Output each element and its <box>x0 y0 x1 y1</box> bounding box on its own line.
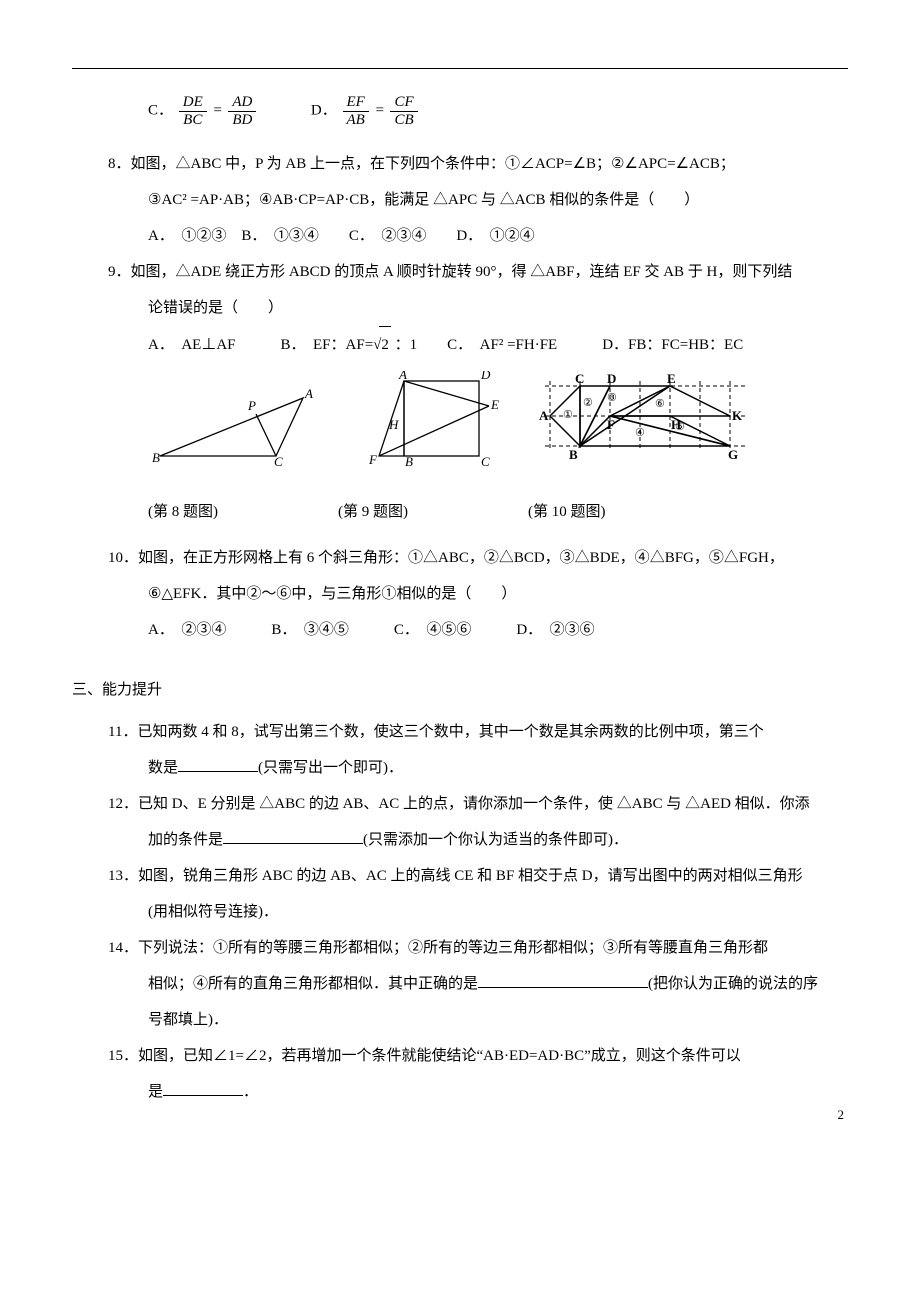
q11-2b: (只需写出一个即可)． <box>258 760 403 776</box>
q12-line1: 12．已知 D、E 分别是 △ABC 的边 AB、AC 上的点，请你添加一个条件… <box>108 786 860 822</box>
q14-2a: 相似；④所有的直角三角形都相似．其中正确的是 <box>148 976 478 992</box>
figure-q9: A D E C B F H <box>349 371 499 466</box>
fig8-C: C <box>274 454 283 466</box>
fig9-C: C <box>481 454 490 466</box>
q14-line3: 号都填上)． <box>148 1002 860 1038</box>
q12-blank <box>223 828 363 844</box>
figure-row: A B C P A D E C B F H <box>148 371 860 466</box>
sqrt2: 2 <box>379 326 391 363</box>
q12-2b: (只需添加一个你认为适当的条件即可)． <box>363 832 628 848</box>
q13-line2: (用相似符号连接)． <box>148 894 860 930</box>
q11-line1: 11．已知两数 4 和 8，试写出第三个数，使这三个数中，其中一个数是其余两数的… <box>108 714 860 750</box>
fig10-G: G <box>728 447 738 462</box>
fig8-P: P <box>247 398 256 413</box>
q10-options: A． ②③④ B． ③④⑤ C． ④⑤⑥ D． ②③⑥ <box>148 612 860 648</box>
q13-line1: 13．如图，锐角三角形 ABC 的边 AB、AC 上的高线 CE 和 BF 相交… <box>108 858 860 894</box>
figure-q10: A B C D E F G H K ① ② ③ ④ ⑤ ⑥ <box>535 371 755 466</box>
page-content: C． DE BC = AD BD D． EF AB = CF CB 8．如图，△… <box>60 70 860 1110</box>
q15-2b: ． <box>243 1084 258 1100</box>
q8-options: A． ①②③ B． ①③④ C． ②③④ D． ①②④ <box>148 218 860 254</box>
q15-2a: 是 <box>148 1084 163 1100</box>
fig10-K: K <box>732 408 743 423</box>
q9-line1: 9．如图，△ADE 绕正方形 ABCD 的顶点 A 顺时针旋转 90°，得 △A… <box>108 254 860 290</box>
fig9-F: F <box>368 452 378 466</box>
q7-d-frac2: CF CB <box>390 94 417 128</box>
q7-d-label: D． <box>311 102 337 118</box>
q11-2a: 数是 <box>148 760 178 776</box>
page-top-rule <box>72 68 848 69</box>
fig8-B: B <box>152 450 160 465</box>
figure-q8: A B C P <box>148 386 313 466</box>
fig10-n1: ① <box>563 409 573 421</box>
fig10-C: C <box>575 371 584 386</box>
fig9-caption: (第 9 题图) <box>338 494 408 530</box>
q9-opts-post: ：1 C． AF² =FH·FE D．FB：FC=HB：EC <box>391 337 743 353</box>
q8-line1: 8．如图，△ABC 中，P 为 AB 上一点，在下列四个条件中：①∠ACP=∠B… <box>108 146 860 182</box>
q7-d-frac1: EF AB <box>343 94 369 128</box>
q8-line2: ③AC² =AP·AB；④AB·CP=AP·CB，能满足 △APC 与 △ACB… <box>148 182 860 218</box>
q11-line2: 数是 (只需写出一个即可)． <box>148 750 860 786</box>
q15-line1: 15．如图，已知∠1=∠2，若再增加一个条件就能使结论“AB·ED=AD·BC”… <box>108 1038 860 1074</box>
q14-blank <box>478 972 648 988</box>
page-number: 2 <box>838 1099 845 1130</box>
fig9-B: B <box>405 454 413 466</box>
fig10-n6: ⑥ <box>655 398 665 410</box>
q14-line1: 14．下列说法：①所有的等腰三角形都相似；②所有的等边三角形都相似；③所有等腰直… <box>108 930 860 966</box>
fig8-A: A <box>304 386 313 401</box>
section3-heading: 三、能力提升 <box>72 672 860 708</box>
q15-blank <box>163 1080 243 1096</box>
q9-line2: 论错误的是（ ） <box>148 290 860 326</box>
fig10-F: F <box>607 417 615 432</box>
q9-opts-pre: A． AE⊥AF B． EF：AF= <box>148 337 373 353</box>
q9-options: A． AE⊥AF B． EF：AF=√2 ：1 C． AF² =FH·FE D．… <box>148 326 860 363</box>
fig8-caption: (第 8 题图) <box>148 494 218 530</box>
figure-captions: (第 8 题图) (第 9 题图) (第 10 题图) <box>148 494 860 530</box>
q10-line1: 10．如图，在正方形网格上有 6 个斜三角形：①△ABC，②△BCD，③△BDE… <box>108 540 860 576</box>
q11-blank <box>178 756 258 772</box>
fig9-D: D <box>480 371 491 382</box>
q7-c-eq: = <box>213 102 223 118</box>
q7-options-cd: C． DE BC = AD BD D． EF AB = CF CB <box>148 94 860 128</box>
fig10-n2: ② <box>583 397 593 409</box>
q7-c-label: C． <box>148 102 173 118</box>
fig9-A: A <box>398 371 407 382</box>
fig10-D: D <box>607 371 616 386</box>
q7-c-frac2: AD BD <box>228 94 256 128</box>
q14-2b: (把你认为正确的说法的序 <box>648 976 818 992</box>
fig10-B: B <box>569 447 578 462</box>
fig10-E: E <box>667 371 676 386</box>
q12-2a: 加的条件是 <box>148 832 223 848</box>
q15-line2: 是． <box>148 1074 860 1110</box>
fig10-n3: ③ <box>607 392 617 404</box>
q7-gap <box>262 102 307 118</box>
q12-line2: 加的条件是 (只需添加一个你认为适当的条件即可)． <box>148 822 860 858</box>
fig10-n5: ⑤ <box>675 421 685 433</box>
fig10-caption: (第 10 题图) <box>528 494 606 530</box>
q7-c-frac1: DE BC <box>179 94 207 128</box>
q14-line2: 相似；④所有的直角三角形都相似．其中正确的是 (把你认为正确的说法的序 <box>148 966 860 1002</box>
fig10-n4: ④ <box>635 427 645 439</box>
fig10-A: A <box>539 408 549 423</box>
fig9-H: H <box>388 417 399 432</box>
q7-d-eq: = <box>375 102 385 118</box>
q10-line2: ⑥△EFK．其中②～⑥中，与三角形①相似的是（ ） <box>148 576 860 612</box>
fig9-E: E <box>490 397 499 412</box>
